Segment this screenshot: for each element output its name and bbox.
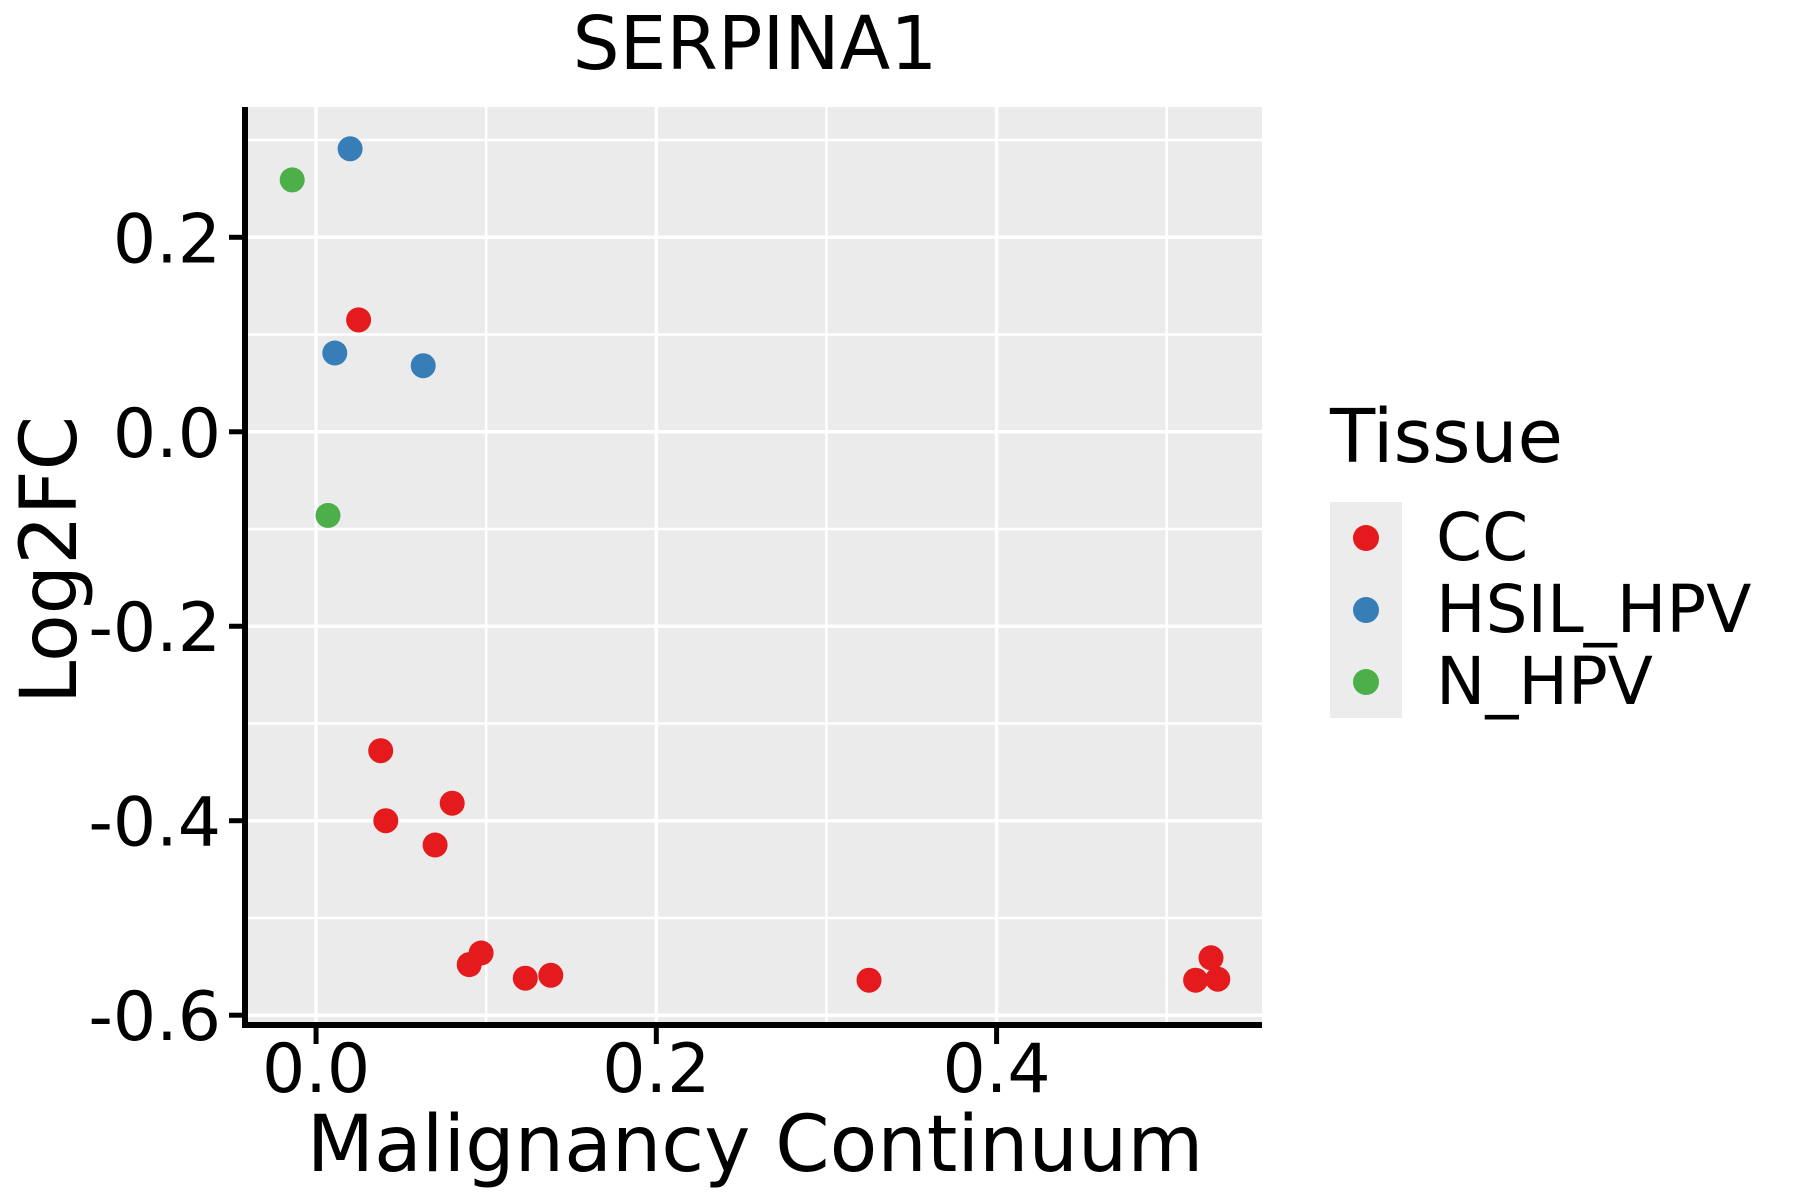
legend-label-n-hpv: N_HPV	[1436, 643, 1653, 720]
n-hpv-dot-icon	[1353, 669, 1379, 695]
y-tick-label: 0.0	[113, 395, 221, 474]
legend-key-hsil-hpv	[1330, 574, 1402, 646]
data-point-hsil_hpv	[337, 136, 363, 162]
axis-ticks-and-labels: 0.0 0.2 0.4 0.2 0.0 -0.2 -0.4 -0.6	[88, 200, 1050, 1109]
legend-key-cc	[1330, 502, 1402, 574]
hsil-hpv-dot-icon	[1353, 597, 1379, 623]
y-tick-label: -0.6	[88, 978, 221, 1057]
data-point-cc	[368, 738, 394, 764]
x-tick-label: 0.2	[602, 1030, 710, 1109]
y-tick-label: -0.4	[88, 784, 221, 863]
data-point-hsil_hpv	[410, 353, 436, 379]
data-point-cc	[439, 790, 465, 816]
legend-item-cc: CC	[1330, 502, 1751, 574]
data-point-cc	[422, 832, 448, 858]
data-point-n_hpv	[279, 167, 305, 193]
data-points	[279, 136, 1231, 993]
legend-label-cc: CC	[1436, 499, 1529, 576]
data-point-cc	[346, 307, 372, 333]
data-point-cc	[512, 965, 538, 991]
data-point-cc	[856, 967, 882, 993]
data-point-cc	[1183, 967, 1209, 993]
legend: Tissue CC HSIL_HPV N_HPV	[1330, 400, 1751, 718]
plot-panel	[248, 107, 1262, 1022]
y-tick-label: -0.2	[88, 589, 221, 668]
legend-item-n-hpv: N_HPV	[1330, 646, 1751, 718]
legend-title: Tissue	[1330, 394, 1564, 480]
cc-dot-icon	[1353, 525, 1379, 551]
data-point-cc	[1205, 966, 1231, 992]
legend-item-hsil-hpv: HSIL_HPV	[1330, 574, 1751, 646]
x-tick-label: 0.0	[262, 1030, 370, 1109]
data-point-n_hpv	[315, 502, 341, 528]
data-point-cc	[468, 940, 494, 966]
data-point-cc	[373, 808, 399, 834]
plot-title: SERPINA1	[572, 1, 938, 87]
legend-label-hsil-hpv: HSIL_HPV	[1436, 571, 1752, 648]
legend-key-n-hpv	[1330, 646, 1402, 718]
data-point-cc	[1198, 945, 1224, 971]
x-axis-title: Malignancy Continuum	[306, 1100, 1204, 1190]
x-tick-label: 0.4	[943, 1030, 1051, 1109]
gridlines	[248, 107, 1262, 1022]
data-point-hsil_hpv	[322, 340, 348, 366]
y-tick-label: 0.2	[113, 200, 221, 279]
data-point-cc	[538, 962, 564, 988]
